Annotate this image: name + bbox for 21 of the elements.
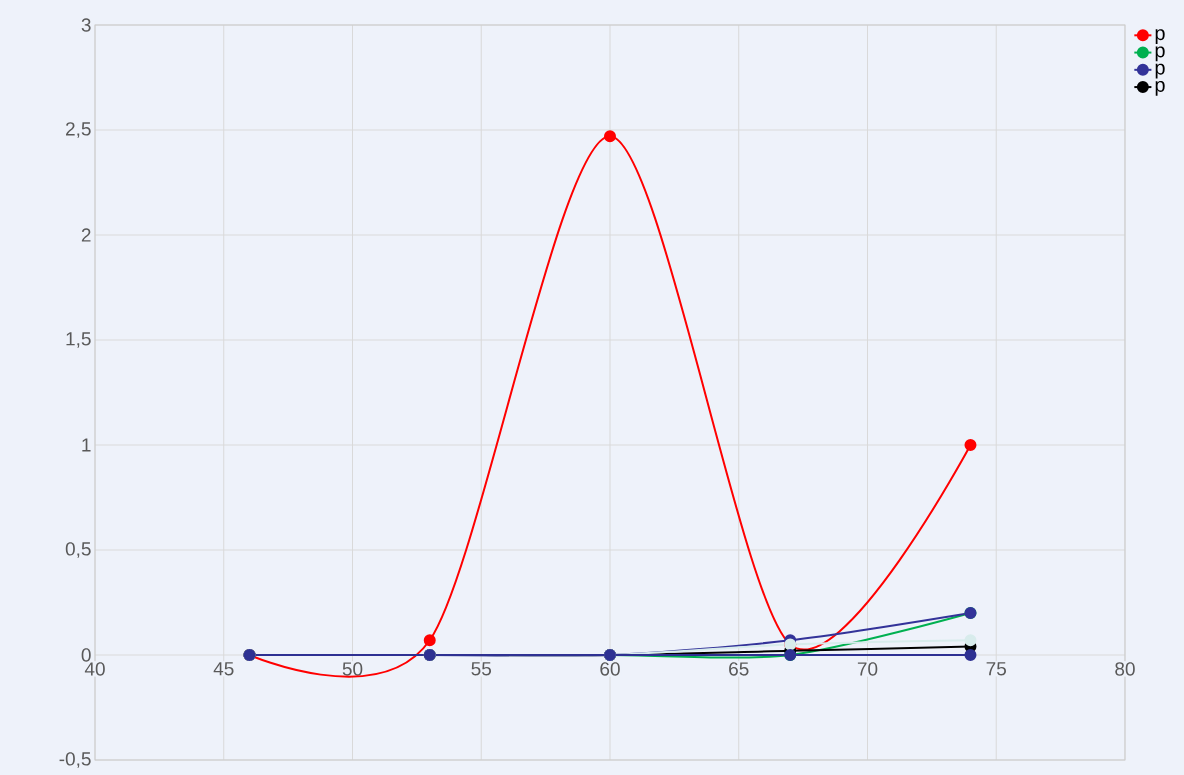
y-tick-label: 0,5 <box>65 542 91 558</box>
y-tick-label: 3 <box>81 18 91 32</box>
y-tick-label: 2 <box>81 228 91 242</box>
x-tick-label: 65 <box>729 662 749 676</box>
legend-label: p <box>1155 29 1165 45</box>
x-tick-label: 80 <box>1115 662 1135 676</box>
y-tick-label: 2,5 <box>66 122 91 138</box>
legend-label: p <box>1155 63 1165 79</box>
x-tick-label: 75 <box>986 662 1006 676</box>
x-tick-label: 50 <box>342 662 363 676</box>
y-tick-label: 0 <box>81 648 91 662</box>
y-tick-label: 1 <box>82 438 91 452</box>
x-tick-label: 70 <box>857 662 878 676</box>
x-tick-label: 45 <box>213 662 234 676</box>
legend-label: p <box>1155 46 1165 62</box>
x-tick-label: 60 <box>600 662 620 676</box>
y-tick-label: 1,5 <box>66 332 91 348</box>
x-tick-label: 40 <box>84 662 105 676</box>
x-tick-label: 55 <box>471 662 492 676</box>
y-tick-label: -0,5 <box>59 752 91 768</box>
legend-label: p <box>1155 80 1165 96</box>
